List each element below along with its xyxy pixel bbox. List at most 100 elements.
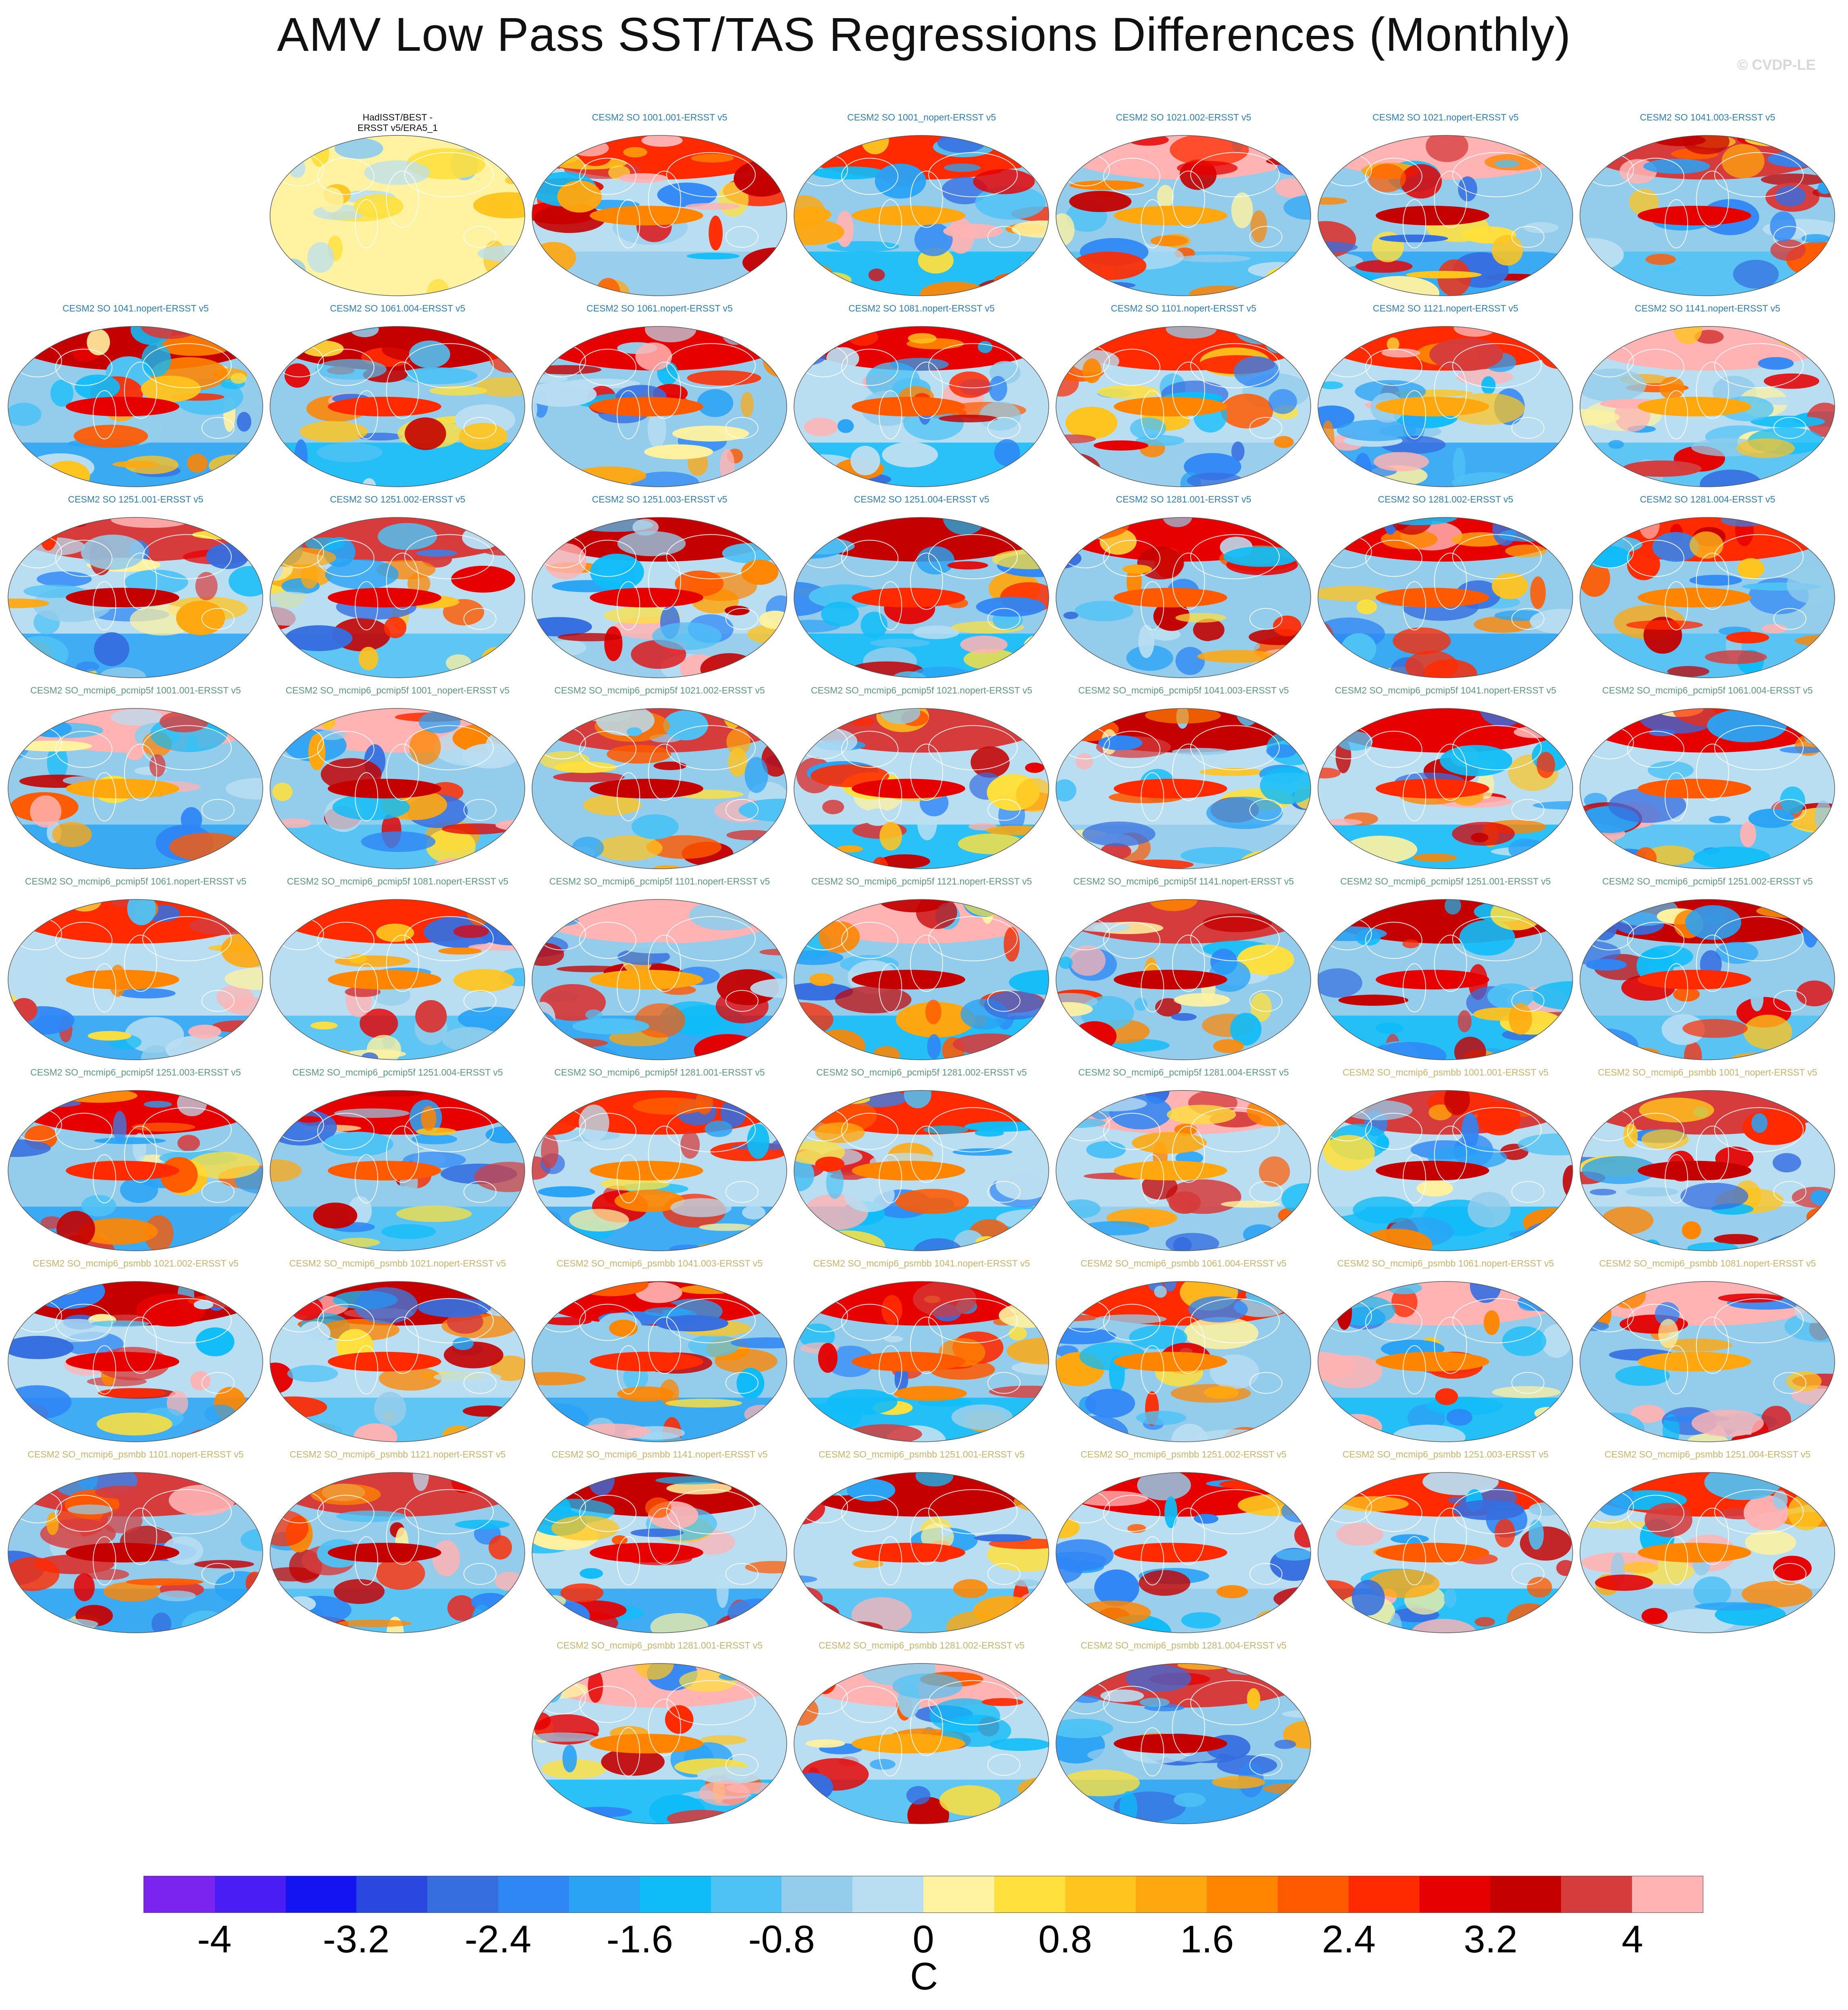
regression-map [1056,1281,1311,1442]
panel-title: CESM2 SO 1101.nopert-ERSST v5 [1111,303,1256,314]
panel-title: CESM2 SO_mcmip6_psmbb 1251.002-ERSST v5 [1081,1449,1287,1460]
regression-map [270,517,525,678]
map-panel: CESM2 SO_mcmip6_pcmip5f 1041.003-ERSST v… [1052,685,1315,876]
panel-title: CESM2 SO_mcmip6_psmbb 1281.002-ERSST v5 [819,1640,1025,1651]
regression-map [1056,326,1311,487]
map-panel: CESM2 SO 1251.004-ERSST v5 [790,494,1053,685]
regression-map [1056,708,1311,869]
map-panel: CESM2 SO 1001.001-ERSST v5 [528,112,791,303]
regression-map [532,708,787,869]
map-panel: CESM2 SO 1061.nopert-ERSST v5 [528,303,791,494]
panel-title: CESM2 SO_mcmip6_psmbb 1281.004-ERSST v5 [1081,1640,1287,1651]
regression-map [532,1281,787,1442]
regression-map [1580,135,1835,296]
regression-map [532,326,787,487]
panel-title: CESM2 SO_mcmip6_psmbb 1041.nopert-ERSST … [813,1258,1030,1269]
regression-map [1056,1663,1311,1824]
colorbar-cell [994,1876,1065,1912]
panel-title: CESM2 SO_mcmip6_pcmip5f 1021.nopert-ERSS… [811,685,1033,696]
colorbar-cell [427,1876,499,1912]
panel-title: CESM2 SO_mcmip6_psmbb 1121.nopert-ERSST … [289,1449,506,1460]
map-panel: CESM2 SO 1251.003-ERSST v5 [528,494,791,685]
map-panel: CESM2 SO_mcmip6_psmbb 1021.nopert-ERSST … [266,1258,529,1449]
colorbar-cell [1278,1876,1349,1912]
panel-title: CESM2 SO_mcmip6_psmbb 1141.nopert-ERSST … [551,1449,768,1460]
panel-title: CESM2 SO_mcmip6_pcmip5f 1251.002-ERSST v… [1602,876,1813,887]
map-panel: CESM2 SO_mcmip6_psmbb 1001_nopert-ERSST … [1576,1067,1839,1258]
colorbar-tick-label: -2.4 [464,1918,532,1961]
colorbar-cell [1207,1876,1278,1912]
colorbar-cell [1632,1876,1703,1912]
regression-map [1580,708,1835,869]
colorbar-tick-label: 2.4 [1322,1918,1376,1961]
colorbar-cell [711,1876,782,1912]
regression-map [270,1472,525,1633]
panel-title: CESM2 SO_mcmip6_pcmip5f 1081.nopert-ERSS… [287,876,509,887]
map-panel: CESM2 SO_mcmip6_pcmip5f 1001_nopert-ERSS… [266,685,529,876]
regression-map [1580,899,1835,1060]
panel-title: CESM2 SO 1041.003-ERSST v5 [1640,112,1775,123]
colorbar-tick-label: -0.8 [748,1918,815,1961]
map-panel: CESM2 SO 1121.nopert-ERSST v5 [1314,303,1577,494]
regression-map [1318,1472,1573,1633]
panel-title: CESM2 SO_mcmip6_psmbb 1251.004-ERSST v5 [1605,1449,1811,1460]
colorbar-cell [356,1876,428,1912]
map-panel: CESM2 SO_mcmip6_pcmip5f 1281.004-ERSST v… [1052,1067,1315,1258]
panel-title: CESM2 SO 1121.nopert-ERSST v5 [1373,303,1518,314]
regression-map [1580,517,1835,678]
map-panel: CESM2 SO_mcmip6_pcmip5f 1251.001-ERSST v… [1314,876,1577,1067]
regression-map [8,1472,263,1633]
map-panel: CESM2 SO_mcmip6_psmbb 1251.002-ERSST v5 [1052,1449,1315,1640]
regression-map [794,1090,1049,1251]
map-panel: CESM2 SO 1061.004-ERSST v5 [266,303,529,494]
regression-map [532,135,787,296]
panel-title: CESM2 SO 1001_nopert-ERSST v5 [847,112,996,123]
map-panel: CESM2 SO_mcmip6_psmbb 1281.004-ERSST v5 [1052,1640,1315,1831]
panel-title: CESM2 SO_mcmip6_pcmip5f 1101.nopert-ERSS… [549,876,770,887]
panel-title: CESM2 SO_mcmip6_pcmip5f 1041.nopert-ERSS… [1335,685,1557,696]
panel-title: CESM2 SO_mcmip6_pcmip5f 1021.002-ERSST v… [554,685,765,696]
panel-title: CESM2 SO 1251.004-ERSST v5 [854,494,989,505]
regression-map [794,708,1049,869]
regression-map [794,899,1049,1060]
panel-title: CESM2 SO 1021.nopert-ERSST v5 [1372,112,1519,123]
regression-map [1318,1090,1573,1251]
regression-map [1318,1281,1573,1442]
map-panel: CESM2 SO_mcmip6_pcmip5f 1251.003-ERSST v… [4,1067,267,1258]
regression-map [532,899,787,1060]
regression-map [532,1472,787,1633]
map-panel: CESM2 SO 1021.002-ERSST v5 [1052,112,1315,303]
map-panel: CESM2 SO_mcmip6_psmbb 1041.003-ERSST v5 [528,1258,791,1449]
panel-title: CESM2 SO_mcmip6_pcmip5f 1061.nopert-ERSS… [25,876,247,887]
map-panel: CESM2 SO_mcmip6_pcmip5f 1001.001-ERSST v… [4,685,267,876]
regression-map [8,517,263,678]
panel-title: CESM2 SO 1281.001-ERSST v5 [1116,494,1251,505]
panel-title: CESM2 SO_mcmip6_psmbb 1061.nopert-ERSST … [1337,1258,1554,1269]
map-panel: CESM2 SO_mcmip6_psmbb 1001.001-ERSST v5 [1314,1067,1577,1258]
map-panel: CESM2 SO_mcmip6_psmbb 1251.001-ERSST v5 [790,1449,1053,1640]
colorbar-cell [285,1876,357,1912]
panel-title: CESM2 SO 1021.002-ERSST v5 [1116,112,1251,123]
colorbar-units: C [910,1955,938,1998]
panel-title: CESM2 SO 1061.nopert-ERSST v5 [586,303,733,314]
map-panel: CESM2 SO_mcmip6_psmbb 1121.nopert-ERSST … [266,1449,529,1640]
regression-map [8,1281,263,1442]
panel-title: CESM2 SO 1251.001-ERSST v5 [68,494,204,505]
map-panel: CESM2 SO_mcmip6_pcmip5f 1251.002-ERSST v… [1576,876,1839,1067]
panel-title: CESM2 SO_mcmip6_pcmip5f 1121.nopert-ERSS… [811,876,1032,887]
colorbar [143,1876,1703,1913]
colorbar-cell [640,1876,711,1912]
colorbar-tick-label: 1.6 [1180,1918,1234,1961]
colorbar-cell [214,1876,286,1912]
map-panel: CESM2 SO 1281.004-ERSST v5 [1576,494,1839,685]
panel-title: CESM2 SO_mcmip6_pcmip5f 1141.nopert-ERSS… [1073,876,1294,887]
regression-map [794,517,1049,678]
map-panel: CESM2 SO 1081.nopert-ERSST v5 [790,303,1053,494]
map-panel: CESM2 SO_mcmip6_psmbb 1141.nopert-ERSST … [528,1449,791,1640]
map-panel: CESM2 SO_mcmip6_psmbb 1101.nopert-ERSST … [4,1449,267,1640]
map-panel: CESM2 SO 1021.nopert-ERSST v5 [1314,112,1577,303]
panel-title: CESM2 SO_mcmip6_pcmip5f 1281.001-ERSST v… [554,1067,765,1078]
map-panel: CESM2 SO_mcmip6_pcmip5f 1121.nopert-ERSS… [790,876,1053,1067]
panel-title: CESM2 SO_mcmip6_psmbb 1041.003-ERSST v5 [557,1258,763,1269]
